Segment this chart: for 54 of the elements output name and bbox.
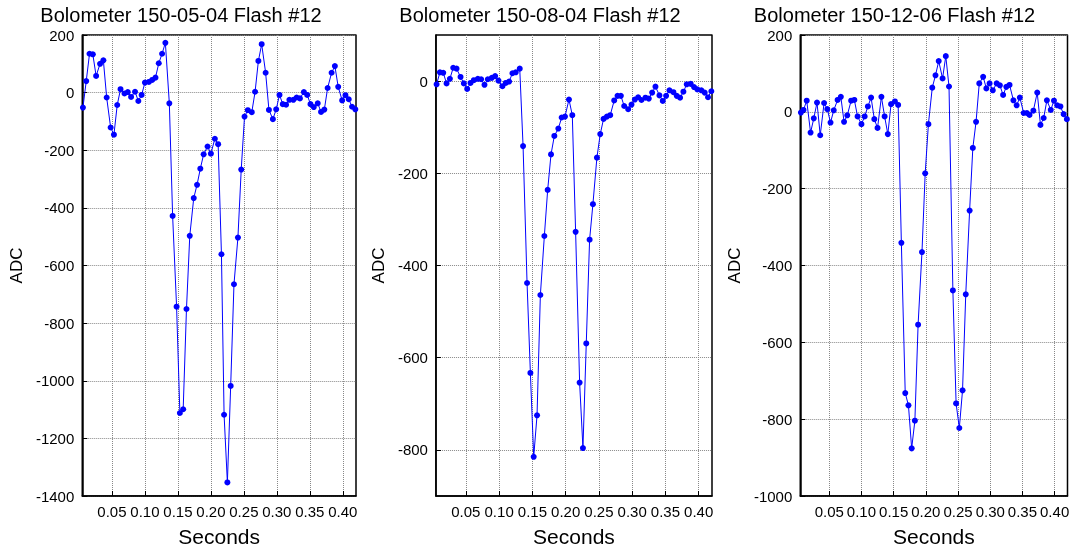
y-tick-label: -400: [44, 199, 75, 217]
x-tick-label: 0.35: [650, 503, 681, 520]
x-tick-label: 0.20: [911, 503, 941, 520]
x-tick-label: 0.10: [130, 503, 160, 520]
y-tick-label: -600: [397, 349, 428, 367]
x-tick-label: 0.05: [451, 503, 481, 520]
x-tick-label: 0.20: [196, 503, 226, 520]
y-axis-title: ADC: [369, 247, 388, 284]
x-tick-label: 0.35: [1007, 503, 1038, 520]
x-tick-label: 0.10: [846, 503, 877, 520]
x-tick-label: 0.40: [328, 503, 358, 520]
y-axis-title: ADC: [7, 247, 26, 284]
x-tick-label: 0.25: [943, 503, 973, 520]
x-axis-title: Seconds: [533, 525, 615, 548]
y-tick-label: -400: [397, 257, 428, 274]
x-tick-label: 0.25: [584, 503, 614, 520]
x-tick-label: 0.30: [262, 503, 292, 520]
chart-title: Bolometer 150-08-04 Flash #12: [399, 4, 681, 26]
x-tick-label: 0.05: [97, 503, 127, 520]
y-tick-label: 0: [65, 84, 75, 102]
chart-title: Bolometer 150-05-04 Flash #12: [40, 4, 322, 26]
y-tick-label: -200: [44, 141, 75, 159]
y-tick-label: 0: [419, 72, 428, 90]
x-tick-label: 0.15: [163, 503, 193, 520]
y-tick-label: -1400: [35, 487, 75, 505]
y-tick-label: -200: [762, 180, 793, 198]
chart-title: Bolometer 150-12-06 Flash #12: [753, 4, 1036, 26]
y-tick-label: -800: [397, 441, 428, 459]
x-axis-title: Seconds: [178, 525, 260, 548]
y-tick-label: -800: [44, 314, 75, 332]
y-tick-label: -1200: [35, 429, 75, 447]
x-axis-title: Seconds: [893, 525, 975, 548]
x-tick-label: 0.05: [814, 503, 844, 520]
y-tick-label: -400: [762, 257, 793, 274]
y-tick-label: 200: [49, 26, 75, 44]
y-tick-label: -200: [397, 164, 428, 182]
x-tick-label: 0.40: [684, 503, 714, 520]
y-tick-label: -1000: [35, 372, 75, 390]
x-tick-label: 0.15: [517, 503, 547, 520]
x-tick-label: 0.10: [484, 503, 514, 520]
y-tick-label: -1000: [753, 487, 793, 505]
x-tick-label: 0.25: [229, 503, 259, 520]
x-tick-label: 0.35: [295, 503, 325, 520]
y-tick-label: 200: [767, 26, 793, 44]
y-tick-label: -800: [762, 410, 793, 428]
y-tick-label: 0: [783, 103, 793, 121]
x-tick-label: 0.30: [975, 503, 1005, 520]
x-tick-label: 0.40: [1040, 503, 1070, 520]
y-tick-label: -600: [44, 257, 75, 274]
x-tick-label: 0.30: [617, 503, 647, 520]
y-axis-title: ADC: [725, 247, 744, 284]
x-tick-label: 0.20: [551, 503, 581, 520]
x-tick-label: 0.15: [879, 503, 909, 520]
y-tick-label: -600: [762, 333, 793, 351]
